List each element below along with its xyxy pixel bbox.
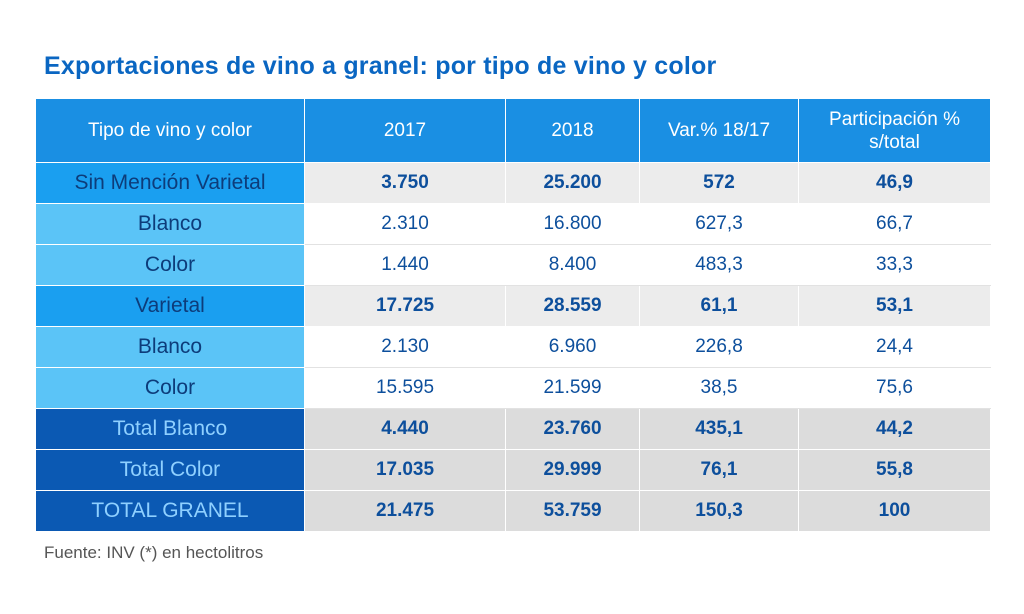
cell-2017: 3.750	[304, 162, 506, 204]
cell-2017: 21.475	[304, 490, 506, 532]
row-label: TOTAL GRANEL	[35, 490, 305, 532]
cell-var: 483,3	[639, 244, 799, 286]
cell-2018: 25.200	[505, 162, 640, 204]
cell-2018: 21.599	[505, 367, 640, 409]
cell-participacion: 100	[798, 490, 991, 532]
cell-2017: 1.440	[304, 244, 506, 286]
cell-2018: 6.960	[505, 326, 640, 368]
header-2017: 2017	[304, 98, 506, 163]
header-tipo: Tipo de vino y color	[35, 98, 305, 163]
cell-2018: 23.760	[505, 408, 640, 450]
cell-participacion: 75,6	[798, 367, 991, 409]
table-row: Sin Mención Varietal 3.750 25.200 572 46,9	[35, 162, 991, 204]
table-title: Exportaciones de vino a granel: por tipo…	[44, 52, 717, 80]
header-participacion-line1: Participación %	[829, 108, 960, 130]
cell-2018: 29.999	[505, 449, 640, 491]
table-row: Varietal 17.725 28.559 61,1 53,1	[35, 285, 991, 327]
table-row: TOTAL GRANEL 21.475 53.759 150,3 100	[35, 490, 991, 532]
header-2018: 2018	[505, 98, 640, 163]
cell-2017: 2.310	[304, 203, 506, 245]
cell-var: 226,8	[639, 326, 799, 368]
source-note: Fuente: INV (*) en hectolitros	[44, 543, 264, 562]
cell-participacion: 24,4	[798, 326, 991, 368]
cell-2018: 16.800	[505, 203, 640, 245]
table-row: Blanco 2.310 16.800 627,3 66,7	[35, 203, 991, 245]
table-row: Blanco 2.130 6.960 226,8 24,4	[35, 326, 991, 368]
exports-table: Tipo de vino y color 2017 2018 Var.% 18/…	[35, 98, 991, 532]
cell-participacion: 44,2	[798, 408, 991, 450]
cell-2017: 17.725	[304, 285, 506, 327]
cell-2018: 28.559	[505, 285, 640, 327]
cell-participacion: 55,8	[798, 449, 991, 491]
cell-var: 61,1	[639, 285, 799, 327]
row-label: Total Color	[35, 449, 305, 491]
row-label: Color	[35, 367, 305, 409]
header-participacion: Participación % s/total	[798, 98, 991, 163]
header-participacion-line2: s/total	[869, 131, 920, 153]
cell-var: 572	[639, 162, 799, 204]
row-label: Color	[35, 244, 305, 286]
table-row: Color 1.440 8.400 483,3 33,3	[35, 244, 991, 286]
cell-participacion: 53,1	[798, 285, 991, 327]
row-label: Blanco	[35, 326, 305, 368]
cell-var: 150,3	[639, 490, 799, 532]
table-row: Color 15.595 21.599 38,5 75,6	[35, 367, 991, 409]
cell-2017: 15.595	[304, 367, 506, 409]
row-label: Varietal	[35, 285, 305, 327]
header-var: Var.% 18/17	[639, 98, 799, 163]
cell-participacion: 66,7	[798, 203, 991, 245]
row-label: Sin Mención Varietal	[35, 162, 305, 204]
header-row: Tipo de vino y color 2017 2018 Var.% 18/…	[35, 98, 991, 163]
cell-participacion: 46,9	[798, 162, 991, 204]
table-row: Total Color 17.035 29.999 76,1 55,8	[35, 449, 991, 491]
cell-2018: 53.759	[505, 490, 640, 532]
cell-var: 76,1	[639, 449, 799, 491]
cell-2017: 17.035	[304, 449, 506, 491]
row-label: Blanco	[35, 203, 305, 245]
row-label: Total Blanco	[35, 408, 305, 450]
table-body: Sin Mención Varietal 3.750 25.200 572 46,9 Bl…	[35, 162, 991, 532]
cell-var: 435,1	[639, 408, 799, 450]
cell-var: 627,3	[639, 203, 799, 245]
cell-2017: 4.440	[304, 408, 506, 450]
cell-var: 38,5	[639, 367, 799, 409]
table-row: Total Blanco 4.440 23.760 435,1 44,2	[35, 408, 991, 450]
cell-participacion: 33,3	[798, 244, 991, 286]
cell-2017: 2.130	[304, 326, 506, 368]
cell-2018: 8.400	[505, 244, 640, 286]
